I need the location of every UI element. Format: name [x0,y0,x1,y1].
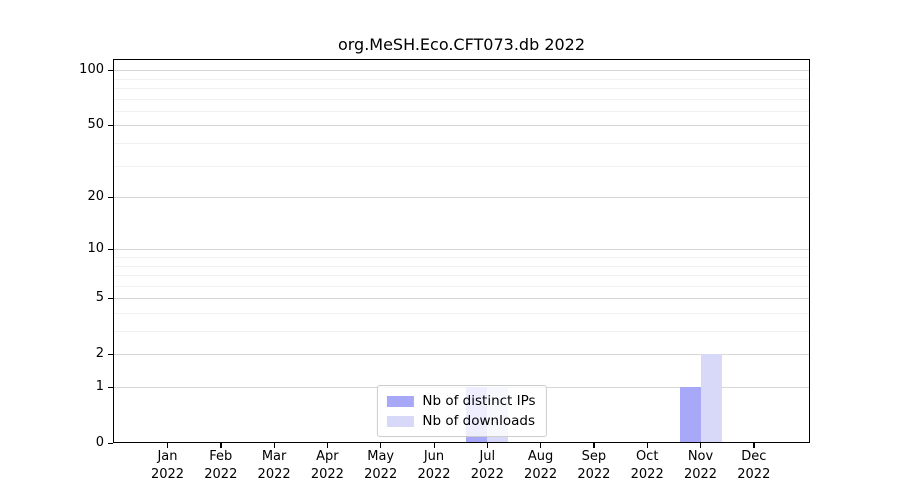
y-tick-label: 50 [87,117,104,133]
x-tick [326,443,329,448]
x-tick-year: 2022 [630,466,664,482]
x-tick-label: Jun 2022 [402,448,466,483]
y-tick [108,69,113,71]
x-tick [486,443,489,448]
x-tick-year: 2022 [364,466,398,482]
bar-downloads [700,354,722,443]
x-tick-label: Sep 2022 [562,448,626,483]
minor-gridline [113,285,810,287]
legend: Nb of distinct IPs Nb of downloads [376,385,547,437]
x-tick [593,443,595,448]
major-gridline [113,125,810,127]
x-tick-year: 2022 [737,466,771,482]
x-tick-year: 2022 [683,466,718,482]
minor-gridline [113,312,810,314]
minor-gridline [113,88,810,90]
legend-label-downloads: Nb of downloads [422,413,535,429]
minor-gridline [113,78,810,80]
minor-gridline [113,110,810,112]
plot-area: Nb of distinct IPs Nb of downloads [113,59,810,443]
x-tick-year: 2022 [577,466,611,482]
major-gridline [113,249,810,251]
x-tick-label: Dec 2022 [722,448,786,483]
minor-gridline [113,331,810,333]
y-tick [108,442,113,444]
minor-gridline [113,165,810,167]
minor-gridline [113,98,810,100]
y-tick [108,297,113,300]
x-tick-label: Aug 2022 [509,448,573,483]
x-tick-label: Apr 2022 [295,448,359,483]
major-gridline [113,354,810,356]
y-tick [108,353,113,356]
minor-gridline [113,275,810,277]
x-tick-year: 2022 [204,466,238,482]
x-tick [273,443,275,448]
y-tick [108,196,113,198]
y-tick-label: 5 [95,290,104,306]
x-tick-year: 2022 [257,466,291,482]
minor-gridline [113,143,810,145]
legend-swatch-distinct-ips [386,395,414,407]
x-tick-label: Feb 2022 [189,448,253,483]
x-tick-year: 2022 [150,466,185,482]
x-tick-label: Oct 2022 [615,448,679,483]
chart-title: org.MeSH.Eco.CFT073.db 2022 [337,35,586,54]
x-tick-label: Jan 2022 [136,448,200,483]
y-tick [108,386,113,388]
legend-item-distinct-ips: Nb of distinct IPs [386,391,536,411]
y-tick-label: 1 [95,379,104,394]
x-tick-label: Jul 2022 [455,448,519,483]
minor-gridline [113,265,810,267]
x-tick-label: Nov 2022 [669,448,733,483]
x-tick [167,443,169,448]
x-tick-year: 2022 [524,466,558,482]
x-tick [433,443,435,448]
x-tick-year: 2022 [417,466,451,482]
x-tick [380,443,382,448]
y-tick-label: 20 [87,189,104,205]
y-tick-label: 100 [79,62,104,78]
legend-item-downloads: Nb of downloads [386,411,535,431]
x-tick-label: May 2022 [349,448,413,483]
legend-label-distinct-ips: Nb of distinct IPs [422,393,536,409]
legend-swatch-downloads [386,415,414,427]
major-gridline [113,197,810,199]
y-tick-label: 2 [95,346,104,362]
y-tick-label: 0 [95,435,104,450]
y-tick [108,248,113,251]
x-tick-year: 2022 [310,466,344,482]
x-tick [700,443,702,448]
major-gridline [113,70,810,72]
x-tick [646,443,648,448]
x-tick [220,443,222,448]
x-tick [753,443,755,448]
y-tick [108,124,113,127]
bar-distinct-ips [679,387,701,443]
minor-gridline [113,257,810,258]
x-tick-year: 2022 [470,466,504,482]
x-tick-label: Mar 2022 [242,448,306,483]
major-gridline [113,298,810,300]
y-tick-label: 10 [87,241,104,257]
x-tick [540,443,542,448]
